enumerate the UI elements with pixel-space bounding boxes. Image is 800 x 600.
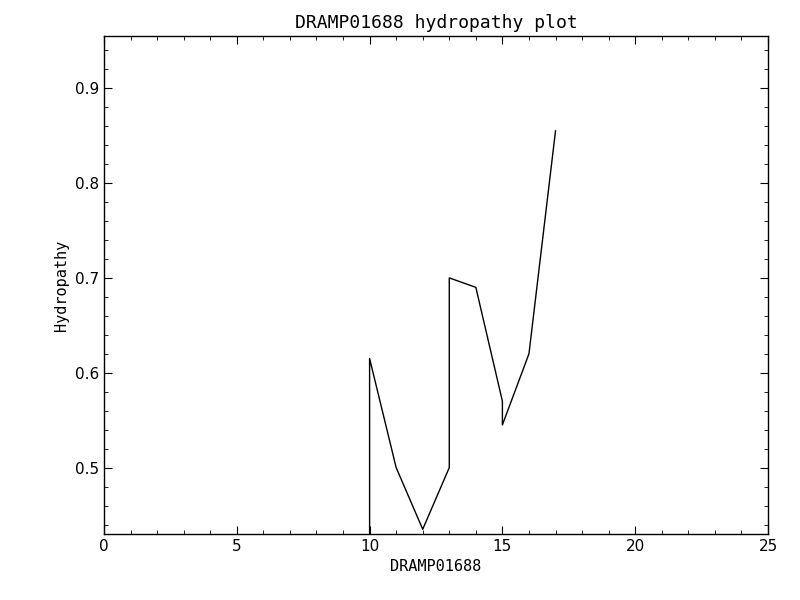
Title: DRAMP01688 hydropathy plot: DRAMP01688 hydropathy plot bbox=[294, 14, 578, 32]
Y-axis label: Hydropathy: Hydropathy bbox=[54, 239, 70, 331]
X-axis label: DRAMP01688: DRAMP01688 bbox=[390, 559, 482, 574]
